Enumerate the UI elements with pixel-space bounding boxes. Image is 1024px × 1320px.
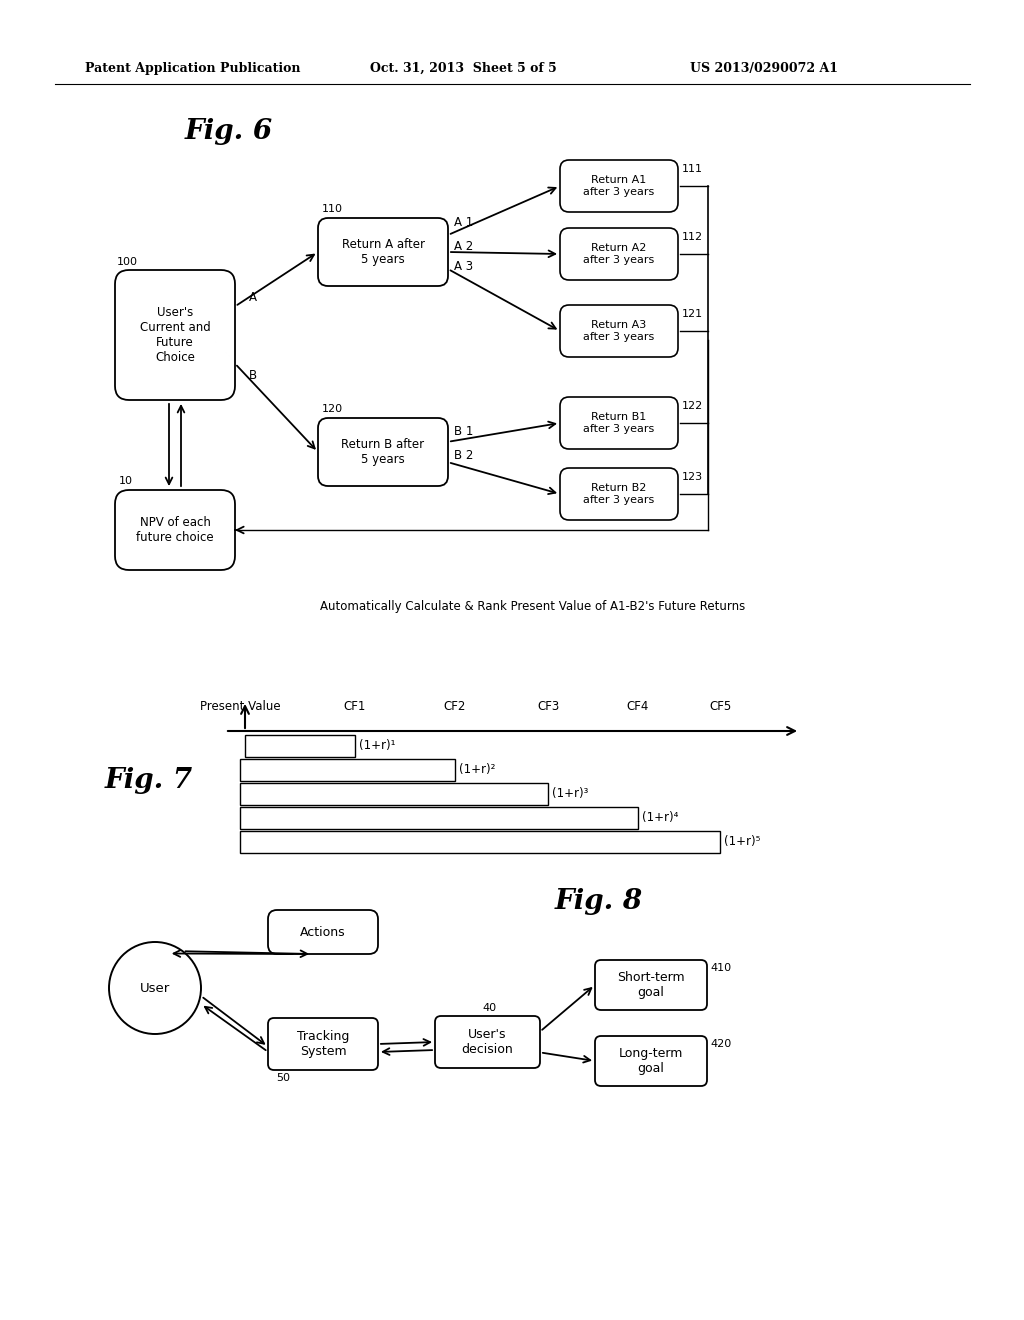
FancyBboxPatch shape <box>560 397 678 449</box>
Text: 100: 100 <box>117 257 138 267</box>
FancyBboxPatch shape <box>560 228 678 280</box>
Text: Return A after
5 years: Return A after 5 years <box>341 238 425 267</box>
Text: A 3: A 3 <box>454 260 473 273</box>
FancyBboxPatch shape <box>595 960 707 1010</box>
Bar <box>240 807 638 829</box>
FancyBboxPatch shape <box>318 218 449 286</box>
Text: 410: 410 <box>710 964 731 973</box>
FancyBboxPatch shape <box>318 418 449 486</box>
Text: User: User <box>140 982 170 994</box>
FancyBboxPatch shape <box>560 469 678 520</box>
Text: Short-term
goal: Short-term goal <box>617 972 685 999</box>
Text: Oct. 31, 2013  Sheet 5 of 5: Oct. 31, 2013 Sheet 5 of 5 <box>370 62 557 75</box>
Text: (1+r)⁴: (1+r)⁴ <box>642 812 678 825</box>
Text: CF1: CF1 <box>344 700 367 713</box>
Text: Return A2
after 3 years: Return A2 after 3 years <box>584 243 654 265</box>
Bar <box>240 783 548 805</box>
Text: A: A <box>249 290 257 304</box>
Text: CF5: CF5 <box>709 700 731 713</box>
Text: NPV of each
future choice: NPV of each future choice <box>136 516 214 544</box>
Text: CF3: CF3 <box>537 700 559 713</box>
Text: B 1: B 1 <box>454 425 473 438</box>
Bar <box>245 735 355 756</box>
Text: 10: 10 <box>119 477 133 486</box>
Text: Tracking
System: Tracking System <box>297 1030 349 1059</box>
Text: (1+r)¹: (1+r)¹ <box>359 739 395 752</box>
Text: Long-term
goal: Long-term goal <box>618 1047 683 1074</box>
Text: A 2: A 2 <box>454 240 473 253</box>
Text: 420: 420 <box>710 1039 731 1049</box>
Text: B 2: B 2 <box>454 449 473 462</box>
Text: Return A1
after 3 years: Return A1 after 3 years <box>584 176 654 197</box>
FancyBboxPatch shape <box>115 271 234 400</box>
FancyBboxPatch shape <box>560 160 678 213</box>
Text: (1+r)²: (1+r)² <box>459 763 496 776</box>
Text: Fig. 8: Fig. 8 <box>555 888 643 915</box>
Text: B: B <box>249 368 257 381</box>
Text: A 1: A 1 <box>454 216 473 228</box>
FancyBboxPatch shape <box>560 305 678 356</box>
FancyBboxPatch shape <box>595 1036 707 1086</box>
Text: 40: 40 <box>482 1003 497 1012</box>
FancyBboxPatch shape <box>268 1018 378 1071</box>
Text: (1+r)⁵: (1+r)⁵ <box>724 836 761 849</box>
Bar <box>240 832 720 853</box>
Text: 110: 110 <box>322 205 343 214</box>
Text: 120: 120 <box>322 404 343 414</box>
Circle shape <box>109 942 201 1034</box>
Text: Fig. 6: Fig. 6 <box>185 117 273 145</box>
Text: User's
Current and
Future
Choice: User's Current and Future Choice <box>139 306 210 364</box>
Text: (1+r)³: (1+r)³ <box>552 788 589 800</box>
Bar <box>240 759 455 781</box>
Text: 50: 50 <box>276 1073 290 1082</box>
Text: Actions: Actions <box>300 925 346 939</box>
Text: Present Value: Present Value <box>200 700 281 713</box>
FancyBboxPatch shape <box>268 909 378 954</box>
Text: Return B after
5 years: Return B after 5 years <box>341 438 425 466</box>
FancyBboxPatch shape <box>435 1016 540 1068</box>
Text: 121: 121 <box>682 309 703 319</box>
Text: User's
decision: User's decision <box>462 1028 513 1056</box>
Text: CF2: CF2 <box>443 700 466 713</box>
Text: Return B2
after 3 years: Return B2 after 3 years <box>584 483 654 504</box>
Text: 112: 112 <box>682 232 703 242</box>
Text: CF4: CF4 <box>627 700 649 713</box>
Text: 111: 111 <box>682 164 703 174</box>
FancyBboxPatch shape <box>115 490 234 570</box>
Text: Fig. 7: Fig. 7 <box>105 767 194 795</box>
Text: 123: 123 <box>682 473 703 482</box>
Text: Patent Application Publication: Patent Application Publication <box>85 62 300 75</box>
Text: Return B1
after 3 years: Return B1 after 3 years <box>584 412 654 434</box>
Text: US 2013/0290072 A1: US 2013/0290072 A1 <box>690 62 838 75</box>
Text: Automatically Calculate & Rank Present Value of A1-B2's Future Returns: Automatically Calculate & Rank Present V… <box>319 601 745 612</box>
Text: Return A3
after 3 years: Return A3 after 3 years <box>584 321 654 342</box>
Text: 122: 122 <box>682 401 703 411</box>
